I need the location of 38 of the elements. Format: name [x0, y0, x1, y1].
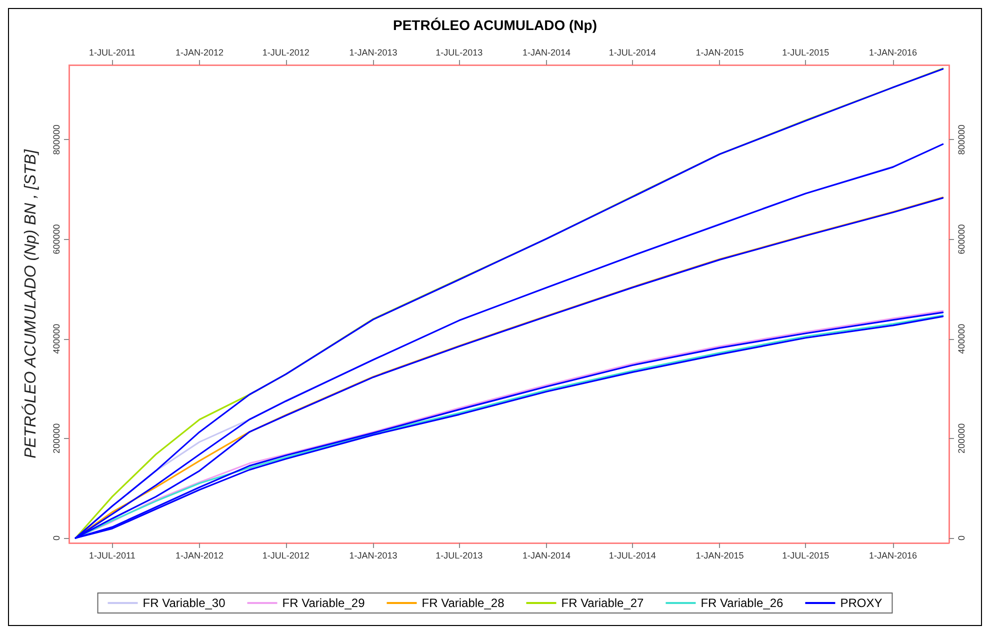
x2-tick-label: 1-JAN-2016: [868, 48, 918, 58]
x2-tick-label: 1-JUL-2015: [782, 48, 830, 58]
y-tick-label: 600000: [52, 224, 62, 254]
y-axis-title: PETRÓLEO ACUMULADO (Np) BN , [STB]: [22, 149, 40, 458]
y2-tick-label: 800000: [956, 124, 966, 155]
x-tick-label: 1-JAN-2012: [176, 550, 224, 560]
x2-tick-label: 1-JUL-2013: [436, 48, 483, 58]
legend-label: FR Variable_26: [700, 596, 784, 610]
x2-tick-label: 1-JUL-2012: [262, 48, 310, 58]
legend-label: FR Variable_30: [142, 596, 226, 610]
x-tick-label: 1-JAN-2013: [349, 550, 398, 560]
legend-label: FR Variable_28: [422, 596, 505, 610]
x-tick-label: 1-JUL-2011: [89, 550, 136, 560]
y-tick-label: 200000: [52, 423, 62, 454]
x-tick-label: 1-JAN-2016: [868, 550, 918, 560]
x-tick-label: 1-JUL-2013: [436, 550, 483, 560]
legend-label: FR Variable_27: [561, 596, 644, 610]
y2-tick-label: 600000: [956, 224, 966, 254]
x2-tick-label: 1-JAN-2014: [522, 48, 571, 58]
x2-tick-label: 1-JUL-2011: [89, 48, 136, 58]
y-tick-label: 400000: [52, 324, 62, 354]
chart-title: PETRÓLEO ACUMULADO (Np): [392, 17, 598, 33]
x-tick-label: 1-JUL-2014: [608, 550, 656, 560]
x2-tick-label: 1-JAN-2013: [349, 48, 398, 58]
x2-tick-label: 1-JAN-2015: [696, 48, 744, 58]
y2-tick-label: 200000: [956, 423, 966, 454]
y2-tick-label: 400000: [956, 324, 966, 354]
x-tick-label: 1-JAN-2014: [522, 550, 571, 560]
x2-tick-label: 1-JUL-2014: [608, 48, 656, 58]
x2-tick-label: 1-JAN-2012: [176, 48, 224, 58]
legend-label: PROXY: [840, 596, 882, 610]
legend-label: FR Variable_29: [282, 596, 366, 610]
y2-tick-label: 0: [956, 536, 966, 541]
x-tick-label: 1-JUL-2012: [262, 550, 310, 560]
x-tick-label: 1-JAN-2015: [696, 550, 744, 560]
y-tick-label: 0: [52, 536, 62, 541]
y-tick-label: 800000: [52, 124, 62, 155]
x-tick-label: 1-JUL-2015: [782, 550, 830, 560]
